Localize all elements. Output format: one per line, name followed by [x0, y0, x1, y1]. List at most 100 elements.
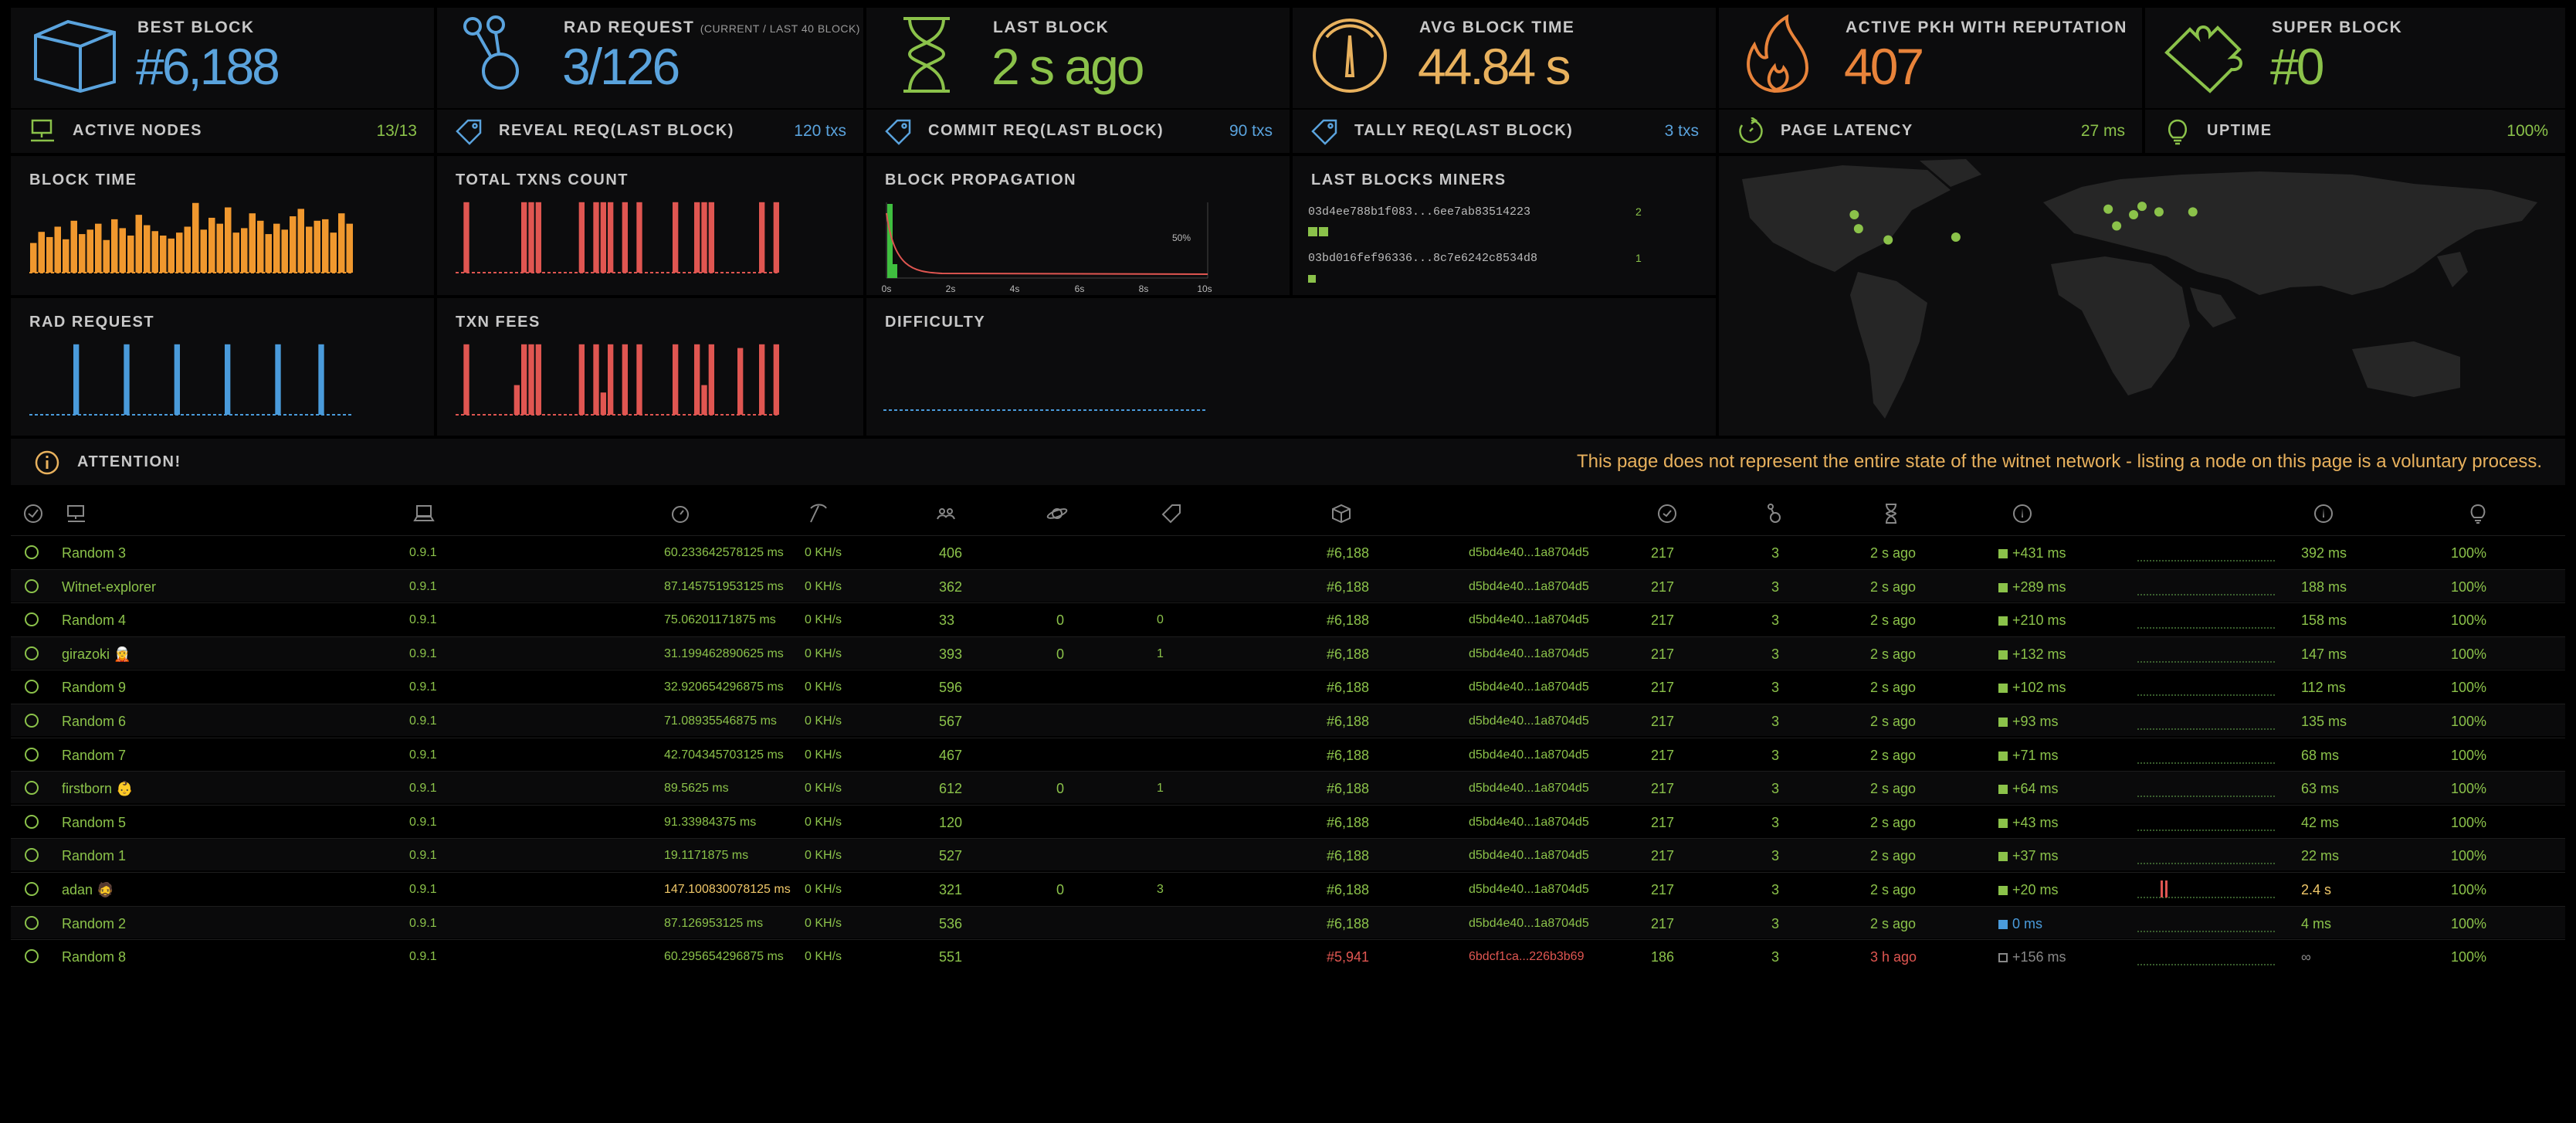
chart-bar — [600, 202, 606, 273]
gauge-icon[interactable] — [2011, 502, 2034, 525]
node-block: #6,188 — [1327, 747, 1370, 763]
node-avg: 4 ms — [2301, 915, 2332, 931]
propagation-square — [1998, 549, 2008, 558]
best-block-label: BEST BLOCK — [137, 19, 255, 36]
node-age: 2 s ago — [1870, 612, 1917, 629]
table-row[interactable]: Random 7 0.9.1 42.704345703125 ms 0 KH/s 467… — [11, 737, 2565, 770]
bulb-icon[interactable] — [2466, 502, 2490, 525]
table-row[interactable]: Random 3 0.9.1 60.233642578125 ms 0 KH/s 406… — [11, 535, 2565, 568]
node-txs: 3 — [1157, 883, 1164, 896]
planet-icon[interactable] — [1046, 502, 1069, 525]
propagation-square — [1998, 751, 2008, 761]
table-row[interactable]: Witnet-explorer 0.9.1 87.145751953125 ms 0 … — [11, 568, 2565, 602]
chart-bar — [514, 385, 520, 415]
avg-block-time-card: AVG BLOCK TIME 44.84 s — [1293, 8, 1716, 108]
chart-bar — [73, 344, 80, 415]
gauge-icon — [1313, 19, 1387, 93]
map-node-marker[interactable] — [2129, 210, 2139, 220]
node-name: Random 7 — [62, 747, 127, 763]
node-pending: 0 — [1056, 646, 1065, 662]
last-block-label: LAST BLOCK — [993, 19, 1110, 36]
chart-bar — [273, 223, 280, 273]
node-txcount: 217 — [1651, 680, 1675, 696]
map-node-marker[interactable] — [1853, 224, 1863, 234]
cube-icon[interactable] — [1330, 502, 1353, 525]
node-version: 0.9.1 — [409, 579, 437, 593]
chart-bar — [281, 229, 288, 273]
node-rads: 3 — [1771, 781, 1780, 797]
node-version: 0.9.1 — [409, 646, 437, 660]
peers-icon[interactable] — [934, 502, 958, 525]
map-node-marker[interactable] — [1849, 210, 1859, 220]
node-latency: 60.295654296875 ms — [664, 950, 784, 964]
tag-icon — [885, 119, 911, 145]
node-avg: 158 ms — [2301, 612, 2347, 629]
node-peers: 527 — [939, 848, 963, 864]
block-square — [1308, 227, 1317, 236]
node-txs: 0 — [1157, 613, 1164, 627]
map-node-marker[interactable] — [2112, 221, 2122, 231]
node-txcount: 217 — [1651, 646, 1675, 662]
miners-label: LAST BLOCKS MINERS — [1311, 171, 1507, 188]
map-node-marker[interactable] — [2103, 204, 2113, 214]
table-row[interactable]: Random 4 0.9.1 75.06201171875 ms 0 KH/s 33 0 0… — [11, 602, 2565, 635]
map-node-marker[interactable] — [1951, 232, 1961, 242]
network-icon[interactable] — [1764, 502, 1787, 525]
info-icon — [35, 450, 59, 475]
chart-bar — [160, 236, 167, 273]
table-row[interactable]: Random 9 0.9.1 32.920654296875 ms 0 KH/s 596… — [11, 670, 2565, 702]
table-row[interactable]: firstborn 👶 0.9.1 89.5625 ms 0 KH/s 612 0 1 #6,… — [11, 771, 2565, 804]
chart-bar — [314, 220, 320, 273]
node-age: 2 s ago — [1870, 915, 1917, 931]
pickaxe-icon[interactable] — [806, 502, 829, 525]
chart-bar — [135, 215, 142, 273]
node-prop: +71 ms — [1998, 748, 2059, 764]
table-row[interactable]: adan 🧔 0.9.1 147.100830078125 ms 0 KH/s 321 0… — [11, 872, 2565, 904]
node-pending: 0 — [1056, 612, 1065, 629]
propagation-sparkline — [2137, 728, 2276, 730]
table-row[interactable]: girazoki 🧝 0.9.1 31.199462890625 ms 0 KH/s 3… — [11, 636, 2565, 669]
laptop-icon[interactable] — [412, 502, 436, 525]
node-latency: 75.06201171875 ms — [664, 613, 776, 627]
propagation-sparkline — [2137, 560, 2276, 562]
map-node-marker[interactable] — [1883, 235, 1893, 245]
status-circle-icon — [25, 915, 39, 930]
node-hash: d5bd4e40...1a8704d5 — [1469, 646, 1589, 660]
rad-request-value: 3/126 — [562, 38, 680, 95]
uptime-card: UPTIME 100% — [2145, 110, 2565, 153]
table-row[interactable]: Random 5 0.9.1 91.33984375 ms 0 KH/s 120 #6,1… — [11, 804, 2565, 837]
monitor-icon[interactable] — [65, 502, 88, 525]
world-map[interactable] — [1719, 156, 2565, 436]
chart-bar — [63, 239, 69, 273]
map-node-marker[interactable] — [2154, 207, 2164, 217]
total-txns-label: TOTAL TXNS COUNT — [456, 171, 629, 188]
table-row[interactable]: Random 6 0.9.1 71.08935546875 ms 0 KH/s 567 #… — [11, 704, 2565, 736]
chart-bar — [184, 226, 191, 273]
chart-bar — [322, 219, 329, 273]
hourglass-icon[interactable] — [1879, 502, 1903, 525]
propagation-square — [1998, 886, 2008, 895]
node-version: 0.9.1 — [409, 613, 437, 627]
tag-icon[interactable] — [1160, 502, 1183, 525]
table-row[interactable]: Random 8 0.9.1 60.295654296875 ms 0 KH/s 551… — [11, 939, 2565, 972]
propagation-sparkline — [2137, 863, 2276, 865]
node-peers: 567 — [939, 714, 963, 729]
node-age: 2 s ago — [1870, 882, 1917, 897]
gauge-icon[interactable] — [2312, 502, 2335, 525]
node-hash: d5bd4e40...1a8704d5 — [1469, 680, 1589, 694]
chart-bar — [70, 220, 77, 273]
map-node-marker[interactable] — [2137, 202, 2147, 212]
chart-bar — [225, 207, 232, 273]
node-block: #6,188 — [1327, 814, 1370, 830]
node-name: girazoki 🧝 — [62, 646, 131, 662]
table-row[interactable]: Random 1 0.9.1 19.1171875 ms 0 KH/s 527 #6,18… — [11, 838, 2565, 871]
timer-icon[interactable] — [669, 502, 692, 525]
map-node-marker[interactable] — [2188, 207, 2198, 217]
propagation-square — [1998, 650, 2008, 660]
chart-bar — [241, 228, 248, 273]
last-blocks-miners-panel: LAST BLOCKS MINERS 03d4ee788b1f083...6ee… — [1293, 156, 1716, 295]
table-row[interactable]: Random 2 0.9.1 87.126953125 ms 0 KH/s 536 #6,… — [11, 905, 2565, 938]
check-circle-icon[interactable] — [22, 502, 45, 525]
check-circle-icon[interactable] — [1656, 502, 1679, 525]
node-txcount: 217 — [1651, 747, 1675, 763]
